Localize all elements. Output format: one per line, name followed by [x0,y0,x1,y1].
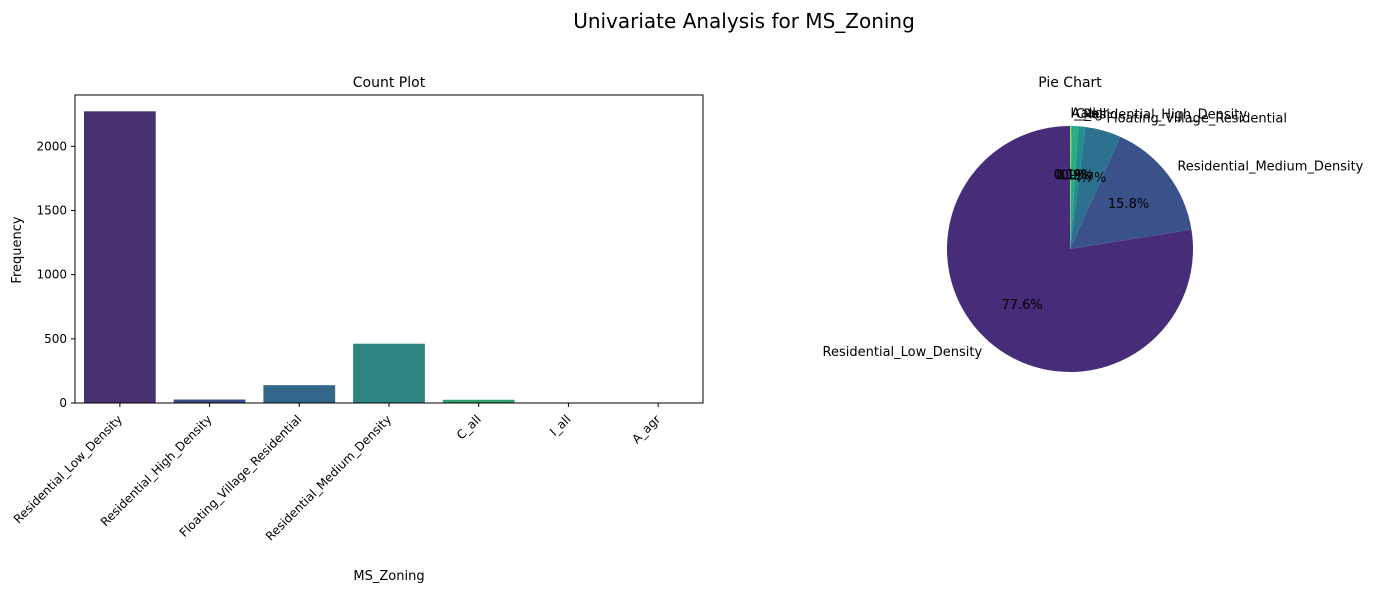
pie-labels: Residential_Low_Density Residential_Mediu… [823,107,1364,360]
pie-slice [1070,126,1086,249]
x-tick-label: A_agr [629,412,663,446]
pie-percent: 77.6% [1001,298,1042,313]
bar [353,343,425,403]
pie-slice [1070,126,1121,249]
x-tick-label: I_all [547,412,574,439]
bar [173,399,246,403]
count-plot-title: Count Plot [353,75,426,91]
bar-series [83,111,695,403]
bar [83,111,156,403]
pie-chart-title: Pie Chart [1038,75,1102,91]
y-tick-label: 2000 [36,139,67,153]
figure-title: Univariate Analysis for MS_Zoning [573,9,915,33]
pie-label: C_all [1076,107,1107,122]
y-tick-label: 0 [59,396,67,410]
pie-label: I_all [1070,107,1096,122]
bar [263,385,336,403]
pie-label: Residential_Low_Density [823,345,983,360]
pie-percent: 0.1% [1054,168,1087,183]
x-axis-label: MS_Zoning [353,569,424,584]
plot-frame [74,94,704,404]
pie-slice [1070,126,1072,249]
pie-label: A_agr [1071,107,1109,122]
pie-slice [1070,136,1192,249]
pie-percent: 15.8% [1108,197,1149,212]
y-tick-label: 500 [44,332,67,346]
pie-chart: Pie Chart Residential_Low_DensityResiden… [823,75,1364,372]
y-axis-label: Frequency [10,216,25,283]
pie-slices [946,126,1194,372]
pie-percent-labels: 77.6%15.8%4.7%0.9%0.9%0.1%0.1% [1001,168,1149,313]
count-plot: Count Plot 0 500 1000 1500 2000 Residential_… [10,75,704,584]
pie-slice [1070,126,1071,249]
pie-slice [1070,126,1079,249]
y-axis-ticks: 0 500 1000 1500 2000 [36,139,75,410]
pie-percent: 0.9% [1056,168,1089,183]
pie-percent: 0.9% [1061,169,1094,184]
y-tick-label: 1500 [36,204,67,218]
pie-label: Residential_Medium_Density [1177,160,1363,175]
pie-label: Residential_High_Density [1083,107,1247,122]
pie-label: Floating_Village_Residential [1106,112,1286,127]
bar [442,399,515,403]
x-tick-label: C_all [454,412,484,442]
pie-percent: 0.1% [1054,168,1087,183]
x-axis-ticks: Residential_Low_DensityResidential_High_… [11,403,663,544]
y-tick-label: 1000 [36,268,67,282]
pie-percent: 4.7% [1073,171,1106,186]
